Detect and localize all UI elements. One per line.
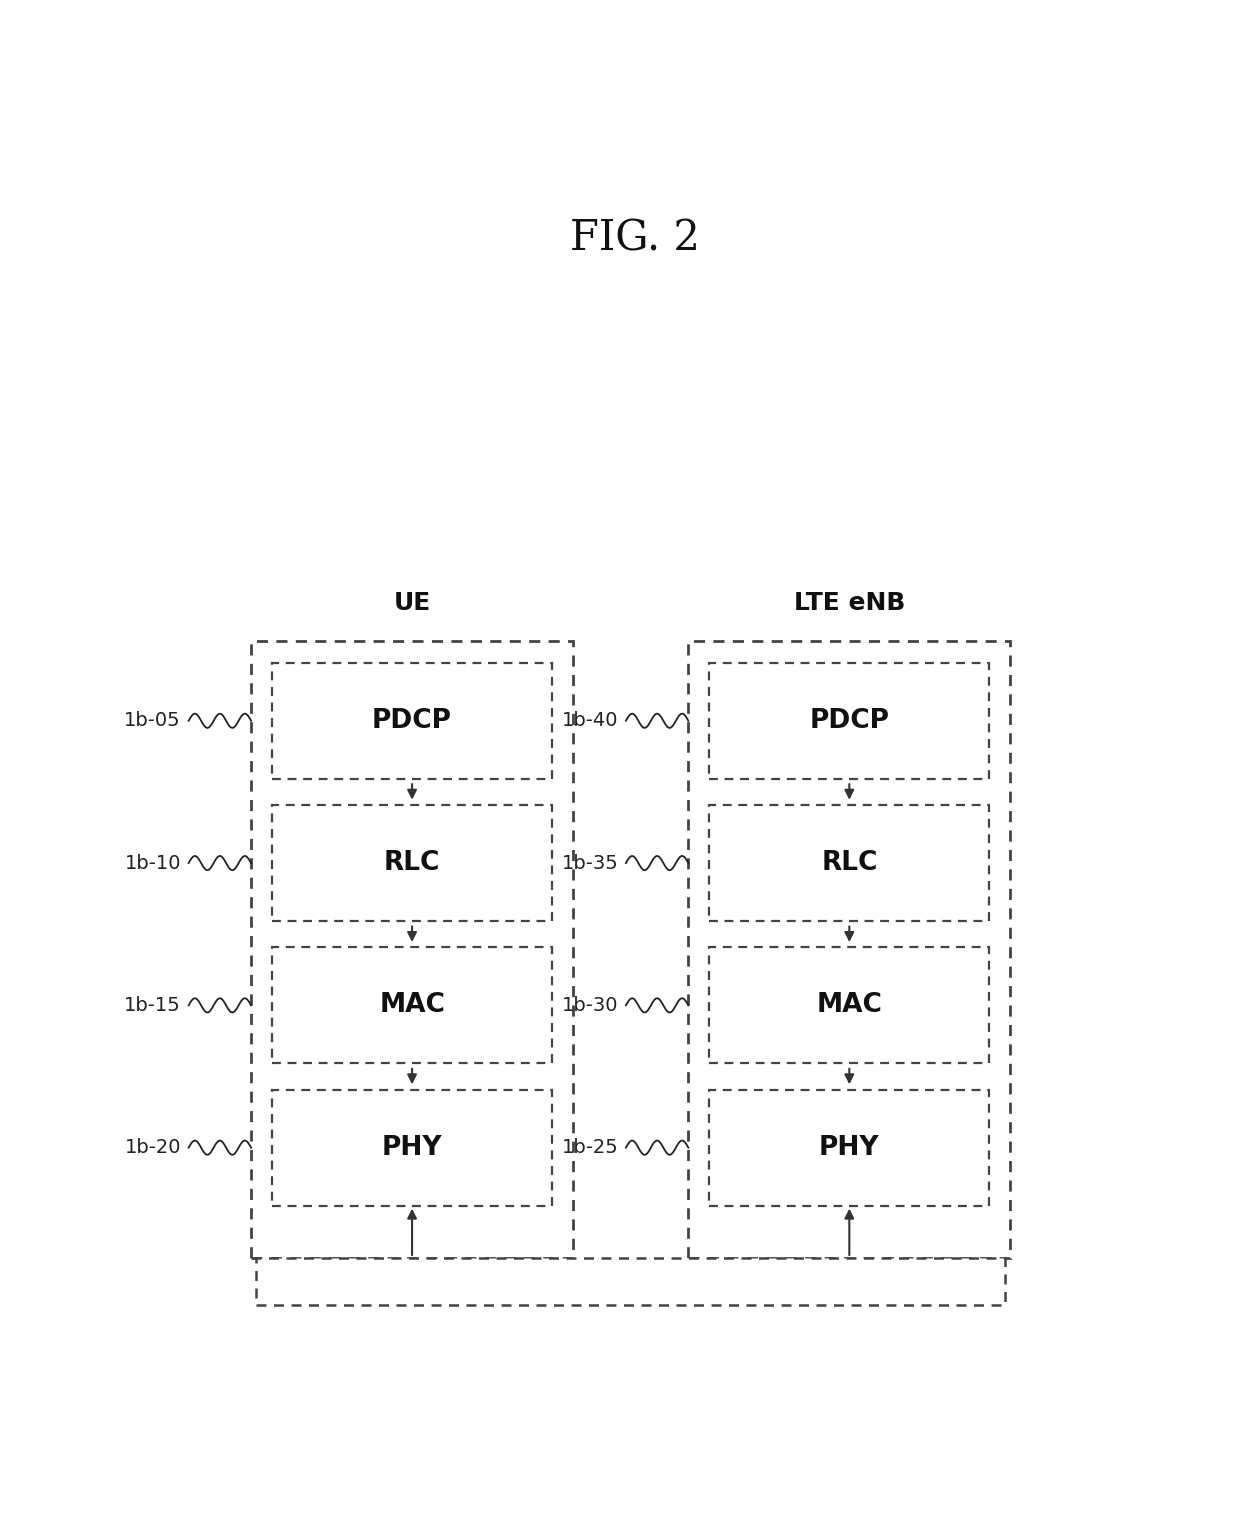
Text: FIG. 2: FIG. 2 <box>570 217 701 259</box>
Text: RLC: RLC <box>384 850 440 876</box>
Text: MAC: MAC <box>379 992 445 1018</box>
Bar <box>709 662 990 779</box>
Text: MAC: MAC <box>816 992 883 1018</box>
Text: PDCP: PDCP <box>372 708 453 733</box>
Text: 1b-25: 1b-25 <box>562 1138 619 1157</box>
Text: 1b-35: 1b-35 <box>562 853 619 873</box>
Bar <box>709 805 990 921</box>
Text: 1b-05: 1b-05 <box>124 711 181 730</box>
Text: RLC: RLC <box>821 850 878 876</box>
Bar <box>273 1090 552 1206</box>
Text: 1b-15: 1b-15 <box>124 996 181 1015</box>
Text: 1b-40: 1b-40 <box>562 711 619 730</box>
Text: 1b-10: 1b-10 <box>124 853 181 873</box>
Text: LTE eNB: LTE eNB <box>794 591 905 616</box>
Bar <box>709 947 990 1064</box>
Text: 1b-30: 1b-30 <box>562 996 619 1015</box>
Text: PHY: PHY <box>382 1135 443 1161</box>
Text: 1b-20: 1b-20 <box>124 1138 181 1157</box>
Text: UE: UE <box>393 591 430 616</box>
Text: PHY: PHY <box>818 1135 879 1161</box>
Bar <box>273 947 552 1064</box>
Bar <box>273 662 552 779</box>
Bar <box>273 805 552 921</box>
Bar <box>709 1090 990 1206</box>
Bar <box>255 1258 1006 1306</box>
Text: PDCP: PDCP <box>810 708 889 733</box>
Bar <box>250 641 573 1258</box>
Bar <box>688 641 1011 1258</box>
